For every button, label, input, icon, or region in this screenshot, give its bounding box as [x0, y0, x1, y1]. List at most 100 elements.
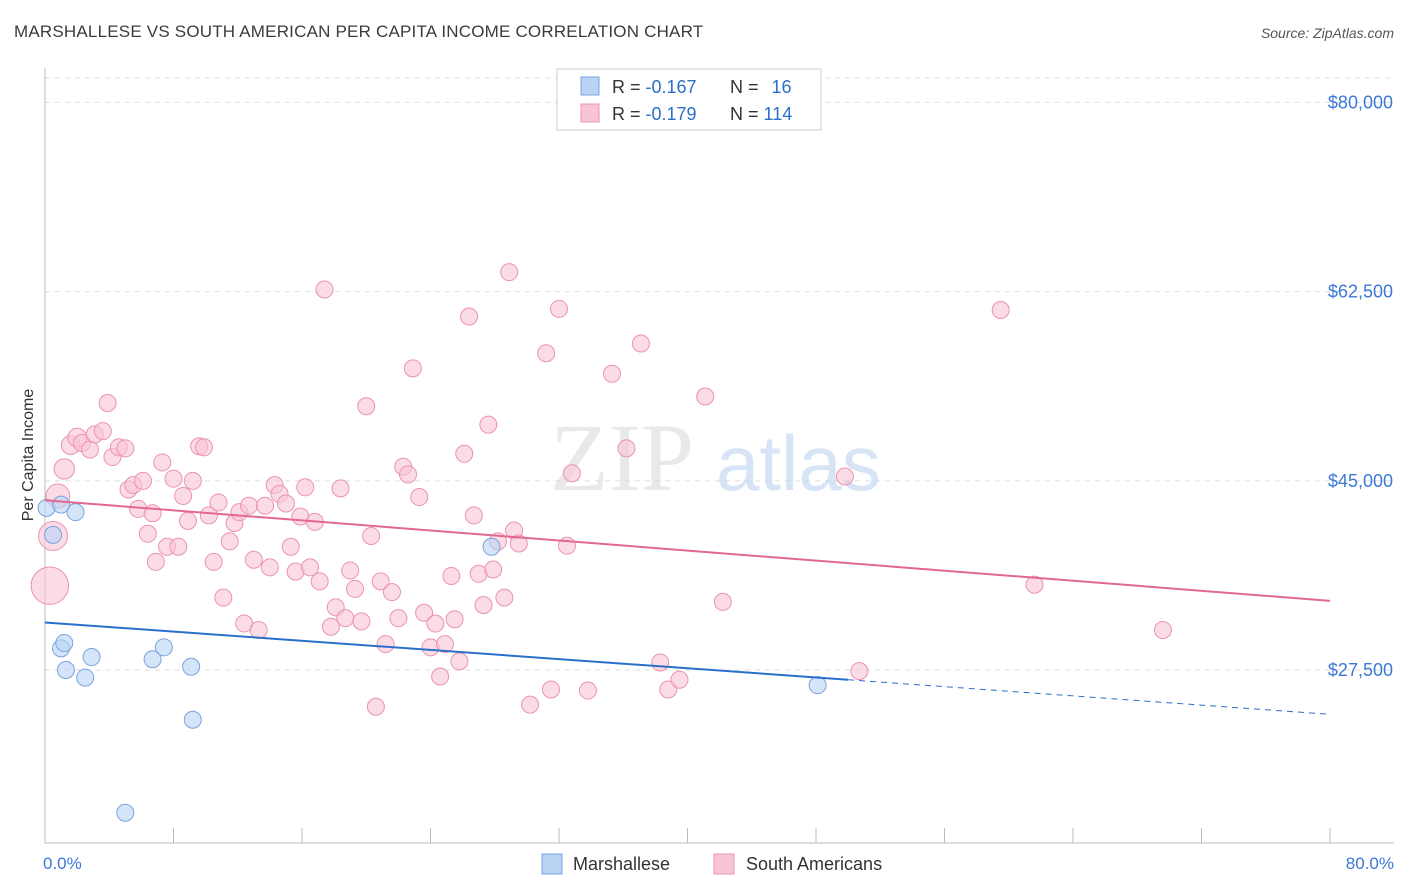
marshallese-point-15 — [808, 676, 827, 695]
south-american-point-56 — [331, 479, 350, 498]
south-american-point-66 — [382, 583, 401, 602]
south-american-point-97 — [562, 464, 581, 483]
source-label: Source: ZipAtlas.com — [1260, 25, 1394, 41]
south-american-point-101 — [631, 334, 650, 353]
south-american-point-65 — [376, 635, 395, 654]
south-american-point-38 — [239, 496, 258, 515]
south-american-point-93 — [537, 344, 556, 363]
watermark: ZIP atlas — [550, 404, 881, 511]
south-american-point-110 — [1025, 575, 1044, 594]
south-american-point-41 — [256, 496, 275, 515]
x-tick-label-right: 80.0% — [1346, 854, 1394, 873]
south-american-point-61 — [357, 397, 376, 416]
marshallese-point-1 — [44, 525, 63, 544]
south-american-point-74 — [426, 614, 445, 633]
south-american-point-49 — [296, 478, 315, 497]
south-american-point-27 — [183, 471, 202, 490]
marshallese-point-14 — [482, 537, 501, 556]
south-american-point-75 — [431, 667, 450, 686]
south-american-point-77 — [442, 566, 461, 585]
south-american-point-20 — [146, 552, 165, 571]
south-american-point-78 — [445, 610, 464, 629]
south-american-point-105 — [696, 387, 715, 406]
south-american-point-85 — [479, 415, 498, 434]
south-american-point-70 — [403, 359, 422, 378]
south-american-point-30 — [199, 506, 218, 525]
south-american-point-98 — [578, 681, 597, 700]
south-american-point-9 — [93, 422, 112, 441]
marshallese-point-9 — [143, 650, 162, 669]
south-american-point-25 — [174, 486, 193, 505]
svg-text:R = -0.179: R = -0.179 — [612, 104, 697, 124]
south-american-point-62 — [362, 526, 381, 545]
y-tick-label-1: $62,500 — [1328, 282, 1393, 302]
south-american-point-109 — [991, 301, 1010, 320]
south-american-point-111 — [1153, 621, 1172, 640]
south-american-point-13 — [116, 439, 135, 458]
south-american-point-23 — [164, 469, 183, 488]
stats-n-label-1: N = — [730, 77, 764, 97]
watermark-zip: ZIP — [550, 404, 694, 511]
svg-text:N = 16: N = 16 — [730, 77, 792, 97]
south-american-point-108 — [850, 662, 869, 681]
south-american-point-72 — [415, 603, 434, 622]
marshallese-point-7 — [76, 668, 95, 687]
south-american-point-95 — [550, 299, 568, 318]
south-american-point-64 — [371, 572, 390, 591]
south-american-point-79 — [450, 652, 469, 671]
south-american-point-91 — [509, 534, 528, 553]
south-american-point-10 — [98, 393, 117, 412]
south-american-point-3 — [53, 458, 75, 480]
south-american-point-17 — [133, 471, 152, 490]
south-american-point-71 — [410, 488, 429, 507]
south-american-point-31 — [204, 552, 223, 571]
grid-lines — [45, 77, 1394, 671]
y-tick-labels: $80,000 $62,500 $45,000 $27,500 — [1328, 92, 1393, 680]
svg-text:R = -0.167: R = -0.167 — [612, 77, 697, 97]
south-american-point-46 — [281, 537, 300, 556]
south-american-point-86 — [484, 560, 503, 579]
south-american-point-18 — [138, 524, 157, 543]
south-american-point-63 — [366, 697, 385, 716]
svg-text:N = 114: N = 114 — [730, 104, 792, 124]
y-axis-label: Per Capita Income — [20, 389, 37, 522]
marshallese-point-10 — [154, 638, 173, 657]
stats-r-value-1: -0.167 — [646, 77, 697, 97]
south-american-point-34 — [220, 532, 239, 551]
south-american-point-84 — [474, 596, 493, 615]
axes — [44, 68, 1394, 844]
watermark-atlas: atlas — [716, 419, 881, 507]
south-american-point-45 — [276, 494, 295, 513]
stats-legend-box — [556, 68, 822, 131]
chart-title: MARSHALLESE VS SOUTH AMERICAN PER CAPITA… — [14, 22, 704, 41]
legend-swatch-south-americans — [713, 853, 735, 875]
south-american-point-7 — [80, 440, 99, 459]
south-american-point-104 — [670, 670, 689, 689]
south-american-point-100 — [617, 439, 636, 458]
y-tick-label-2: $45,000 — [1328, 471, 1393, 491]
south-american-point-67 — [389, 609, 408, 628]
south-american-point-0 — [30, 566, 70, 605]
south-american-point-102 — [651, 653, 670, 672]
south-american-point-57 — [336, 609, 355, 628]
south-american-point-21 — [153, 453, 172, 472]
south-american-point-40 — [249, 621, 268, 640]
south-american-point-81 — [460, 307, 479, 326]
south-american-point-106 — [713, 592, 732, 611]
south-american-point-94 — [541, 680, 560, 699]
south-american-point-53 — [315, 280, 334, 299]
marshallese-point-11 — [182, 657, 201, 676]
south-american-point-82 — [464, 506, 483, 525]
marshallese-point-12 — [183, 710, 202, 729]
stats-n-value-1: 16 — [772, 77, 792, 97]
stats-r-value-2: -0.179 — [646, 104, 697, 124]
south-american-point-29 — [195, 438, 214, 457]
south-american-point-59 — [346, 579, 365, 598]
south-american-point-69 — [399, 465, 418, 484]
south-american-point-32 — [209, 493, 228, 512]
south-american-point-52 — [310, 572, 329, 591]
south-american-point-26 — [178, 511, 197, 530]
trend-lines — [44, 499, 1331, 715]
stats-legend-swatch-blue — [580, 76, 600, 96]
